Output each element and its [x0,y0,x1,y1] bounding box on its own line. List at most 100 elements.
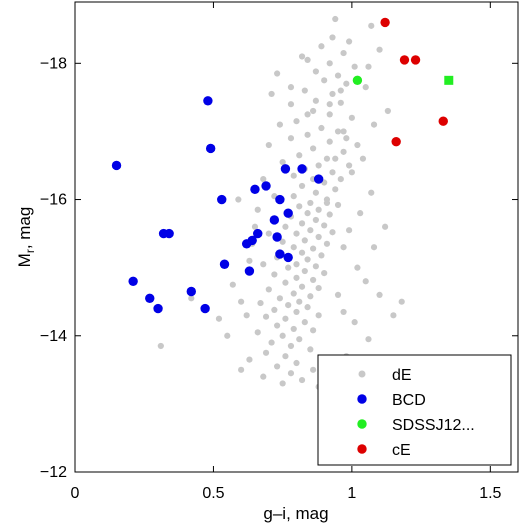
data-point [283,208,293,218]
data-point [310,366,317,373]
data-point [337,87,344,94]
data-point [205,143,216,154]
data-point [251,223,259,230]
data-point [304,56,311,63]
data-point [357,210,364,217]
data-point [307,199,314,207]
data-point [275,194,285,205]
data-point [276,295,283,302]
data-point [282,279,289,286]
data-point [346,162,353,169]
data-point [282,315,289,322]
data-point [391,136,401,147]
data-point [274,70,281,77]
data-point [282,353,289,360]
data-point [285,264,292,271]
data-point [257,299,264,307]
data-point [298,220,306,227]
data-point [265,230,272,237]
data-point [287,84,295,91]
data-point [312,68,319,75]
data-point [296,298,303,305]
data-point [318,252,325,259]
legend-marker [358,370,366,378]
data-point [334,291,342,298]
data-point [307,346,314,353]
data-point [304,304,311,311]
data-point [376,46,383,53]
data-point [290,193,297,200]
data-point [268,90,275,98]
data-point [250,184,260,195]
data-point [318,124,325,132]
legend-label: dE [392,367,412,384]
data-point [153,303,163,314]
data-point [310,107,317,115]
data-point [287,342,295,350]
data-point [326,111,333,118]
data-point [254,206,261,213]
x-axis-label: g–i, mag [263,504,328,523]
data-point [323,240,331,247]
data-point [243,312,250,319]
data-point [268,339,275,346]
x-tick-label: 0.5 [202,485,224,502]
data-point [329,90,336,98]
data-point [296,336,303,343]
data-point [315,206,322,213]
data-point [313,174,324,184]
data-point [274,363,281,370]
data-point [301,237,308,244]
legend-label: cE [392,442,411,459]
data-point [332,186,339,193]
data-point [376,291,383,298]
data-point [287,101,295,108]
series-de [157,15,405,390]
data-point [238,366,245,373]
data-point [362,84,369,91]
data-point [399,55,410,65]
data-point [315,312,322,319]
axis-ticks: 0 0.5 1 1.5 −12 −14 −16 −18 [40,2,518,502]
legend-marker [357,419,367,429]
data-point [261,181,271,191]
data-point [275,249,285,259]
data-point [304,111,311,118]
data-point [323,155,331,162]
data-point [370,121,378,128]
data-point [301,87,308,94]
x-tick-label: 1.5 [479,485,501,502]
legend: dE BCD SDSSJ12... cE [317,354,512,466]
data-point [279,332,286,339]
data-point [235,196,242,203]
data-point [326,211,333,218]
data-point [293,308,300,316]
data-point [287,370,295,377]
data-point [296,203,303,210]
data-point [293,118,300,125]
data-point [332,15,339,23]
data-point [296,152,303,159]
data-point [332,155,339,162]
data-point [368,189,375,196]
legend-marker [357,444,367,454]
data-point [362,278,369,285]
data-point [329,34,336,41]
data-point [246,257,253,264]
data-point [354,264,361,271]
data-point [260,373,267,380]
data-point [260,261,267,268]
data-point [312,97,319,104]
y-axis-label: Mr, mag [15,207,37,268]
data-point [217,194,227,205]
data-point [145,293,155,304]
data-point [310,276,317,284]
data-point [390,312,397,319]
data-point [298,283,306,290]
data-point [290,290,297,297]
data-point [283,252,293,263]
data-point [200,303,210,314]
data-point [321,77,328,84]
data-point [157,342,164,350]
data-point [219,259,230,269]
